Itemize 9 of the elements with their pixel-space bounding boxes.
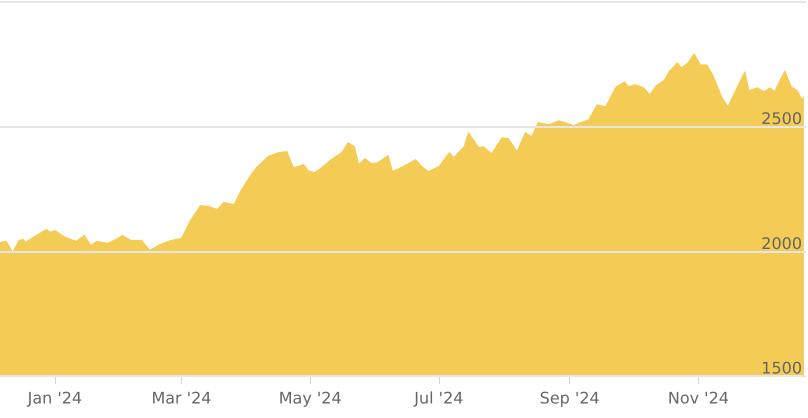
x-tick-label: Sep '24 — [540, 388, 600, 408]
y-tick-label: 1500 — [761, 358, 802, 378]
x-tick-label: May '24 — [278, 388, 342, 408]
x-tick-label: Jan '24 — [26, 388, 82, 408]
y-tick-label: 2000 — [761, 234, 802, 253]
x-tick-label: Jul '24 — [413, 388, 464, 408]
x-tick-label: Mar '24 — [151, 388, 212, 408]
y-tick-label: 2500 — [761, 109, 802, 128]
x-tick-label: Nov '24 — [668, 388, 729, 408]
